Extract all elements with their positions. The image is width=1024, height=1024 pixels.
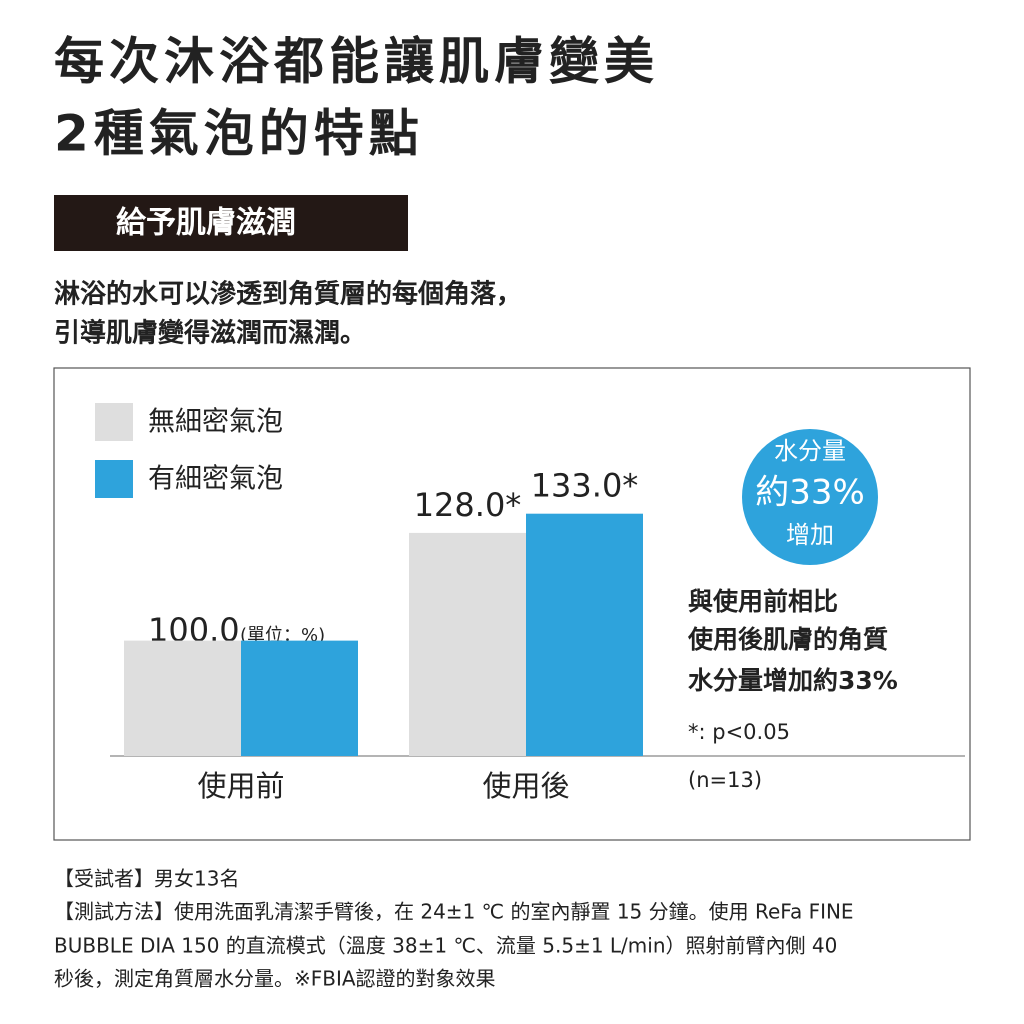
significance: *: p<0.05 [688,720,790,744]
badge-text: 增加 [786,521,834,549]
banner [54,195,408,251]
chart-frame [53,367,971,841]
banner-text: 給予肌膚滋潤 [116,206,296,241]
badge-text: 水分量 [774,437,846,465]
description: 淋浴的水可以滲透到角質層的每個角落， [54,279,522,310]
bar [409,532,526,756]
legend-label: 無細密氣泡 [148,407,283,438]
x-tick-label: 使用前 [197,769,284,803]
note: 使用後肌膚的角質 [687,625,888,654]
title: 2種氣泡的特點 [54,105,424,163]
bar [241,640,358,756]
x-tick-label: 使用後 [482,769,569,803]
description: 引導肌膚變得滋潤而濕潤。 [54,318,366,349]
badge [742,429,878,565]
footnote: BUBBLE DIA 150 的直流模式（溫度 38±1 ℃、流量 5.5±1 … [54,934,837,958]
legend-swatch [95,403,133,441]
value-label: 128.0* [414,486,522,524]
value-label: 133.0* [531,467,639,505]
bar [526,513,643,756]
footnote: 【測試方法】使用洗面乳清潔手臂後，在 24±1 ℃ 的室內靜置 15 分鐘。使用… [54,900,854,924]
badge-text: 約33% [755,473,865,513]
bar [124,640,241,756]
footnote: 秒後，測定角質層水分量。※FBIA認證的對象效果 [54,967,496,991]
note: 水分量增加約33% [688,666,898,695]
sample-size: (n=13) [688,768,762,792]
legend-swatch [95,460,133,498]
legend-label: 有細密氣泡 [148,464,283,495]
title: 每次沐浴都能讓肌膚變美 [54,33,659,91]
footnote: 【受試者】男女13名 [54,867,239,891]
note: 與使用前相比 [688,587,838,616]
